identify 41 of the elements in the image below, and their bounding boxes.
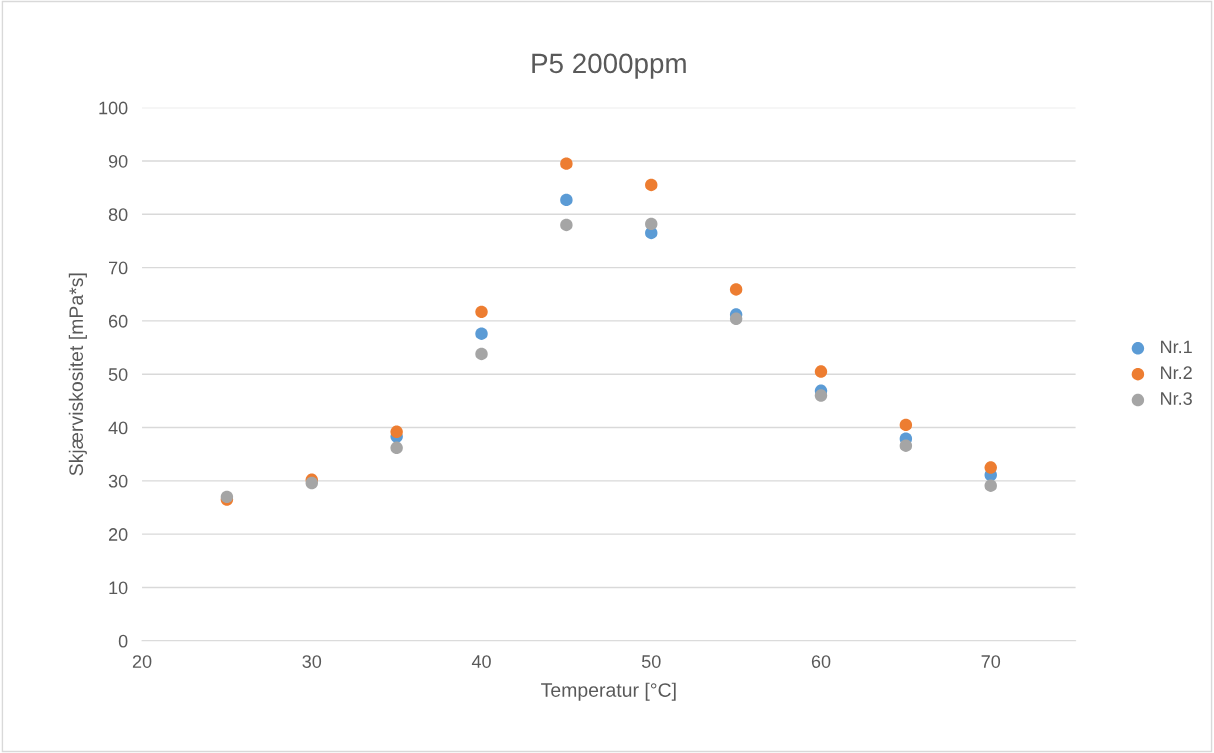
point: [560, 218, 573, 232]
point: [984, 461, 997, 474]
legend-label: Nr.3: [1161, 392, 1192, 405]
point: [814, 365, 828, 378]
x-axis-title: Temperatur [°C]: [541, 682, 676, 701]
y-tick-label: 90: [108, 154, 128, 168]
y-tick-label: 100: [99, 101, 128, 115]
point: [645, 217, 658, 231]
y-tick-label: 80: [108, 208, 128, 222]
point: [984, 479, 997, 492]
point: [729, 283, 743, 296]
point: [560, 157, 573, 170]
point: [390, 425, 403, 439]
x-tick-label: 70: [981, 655, 1001, 668]
point: [475, 327, 488, 340]
x-tick-label: 50: [641, 655, 661, 668]
x-tick-label: 30: [302, 655, 322, 668]
y-tick-label: 60: [108, 314, 128, 328]
legend-label: Nr.1: [1161, 340, 1192, 354]
y-tick-label: 50: [108, 368, 128, 381]
y-tick-label: 20: [108, 528, 128, 541]
point: [814, 389, 828, 402]
legend-label: Nr.2: [1161, 366, 1192, 379]
point: [899, 418, 913, 432]
point: [475, 305, 488, 319]
chart-title: P5 2000ppm: [532, 53, 686, 79]
y-tick-label: 40: [108, 421, 128, 435]
point: [899, 439, 913, 452]
x-tick-label: 20: [132, 655, 152, 668]
point: [475, 347, 488, 361]
point: [390, 441, 403, 455]
y-tick-label: 70: [108, 261, 128, 275]
point: [729, 312, 743, 326]
x-tick-label: 40: [471, 655, 491, 668]
y-tick-label: 0: [118, 634, 128, 648]
point: [560, 193, 573, 207]
x-tick-label: 60: [811, 655, 831, 668]
point: [645, 178, 658, 192]
y-axis-title: Skjærviskositet [mPa*s]: [68, 273, 87, 476]
y-tick-label: 30: [108, 474, 128, 488]
y-tick-label: 10: [109, 581, 128, 595]
